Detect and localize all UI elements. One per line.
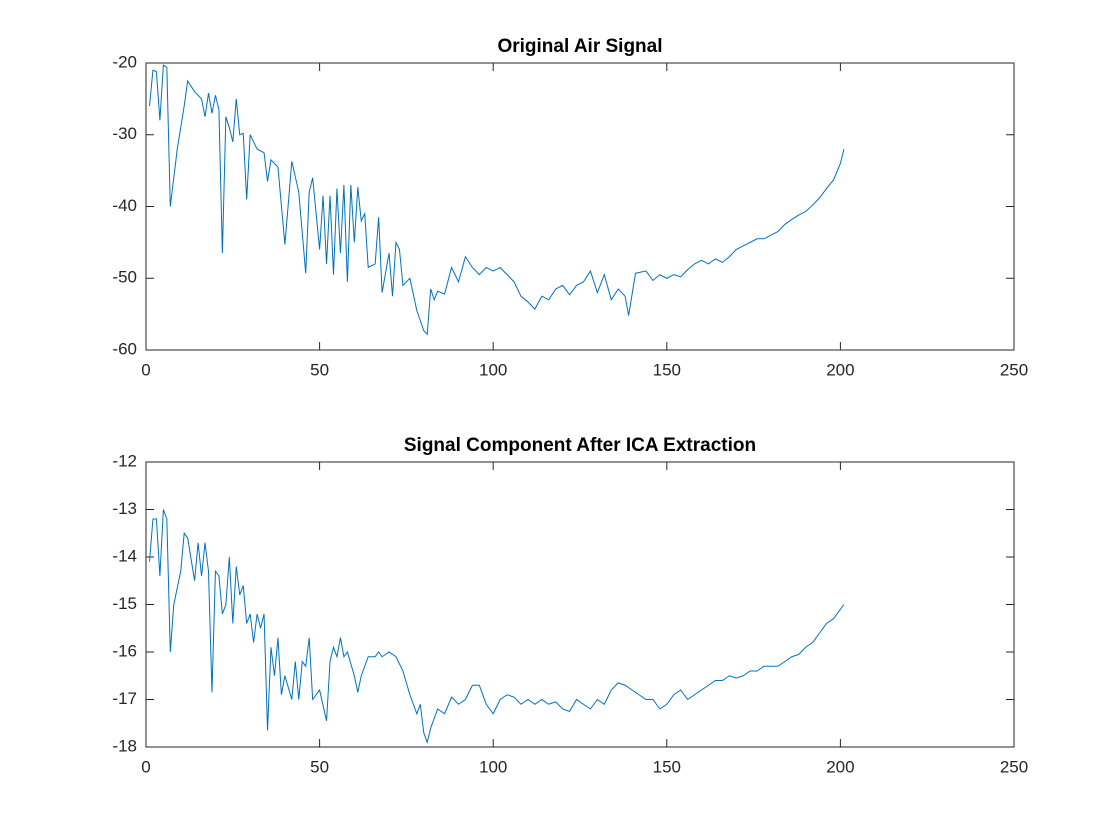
plot-area	[145, 461, 1015, 748]
x-tick-label: 200	[826, 757, 854, 776]
x-tick-label: 100	[479, 757, 507, 776]
y-tick-label: -50	[112, 268, 137, 287]
chart-title: Original Air Signal	[497, 36, 662, 57]
chart-title: Signal Component After ICA Extraction	[404, 435, 756, 456]
y-tick-label: -20	[112, 52, 137, 71]
x-tick-label: 50	[310, 757, 329, 776]
y-tick-label: -14	[112, 546, 137, 565]
y-tick-label: -60	[112, 339, 137, 358]
data-line	[148, 64, 845, 336]
data-line	[148, 509, 845, 744]
y-tick-label: -16	[112, 641, 137, 660]
x-tick-label: 0	[141, 757, 150, 776]
x-tick-label: 100	[479, 360, 507, 379]
x-tick-label: 150	[653, 757, 681, 776]
y-tick-label: -17	[112, 689, 137, 708]
x-tick-label: 200	[826, 360, 854, 379]
y-tick-label: -40	[112, 196, 137, 215]
y-tick-label: -15	[112, 594, 137, 613]
y-tick-label: -30	[112, 124, 137, 143]
x-tick-label: 250	[1000, 360, 1028, 379]
y-tick-label: -12	[112, 451, 137, 470]
plot-area	[145, 62, 1015, 351]
x-tick-label: 250	[1000, 757, 1028, 776]
y-tick-label: -13	[112, 499, 137, 518]
x-tick-label: 50	[310, 360, 329, 379]
y-tick-label: -18	[112, 736, 137, 755]
x-tick-label: 150	[653, 360, 681, 379]
x-tick-label: 0	[141, 360, 150, 379]
